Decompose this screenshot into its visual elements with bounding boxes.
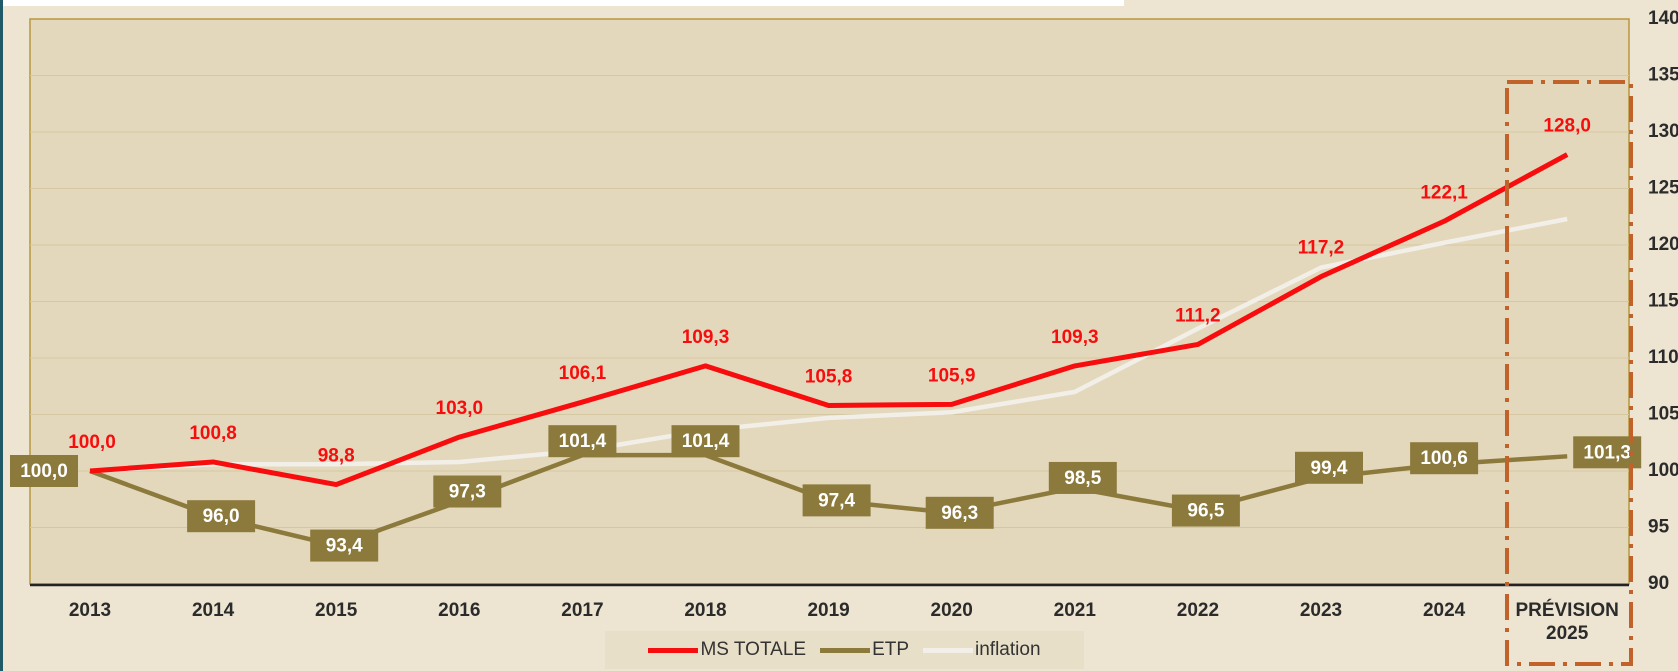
data-label: 109,3: [1051, 327, 1099, 348]
x-tick-label: PRÉVISION 2025: [1515, 600, 1619, 644]
series-line: [89, 216, 1568, 474]
data-label: 100,8: [189, 423, 237, 444]
x-tick-label: 2018: [684, 600, 727, 621]
y-tick-label: 140: [1648, 8, 1678, 29]
x-tick-label: 2022: [1176, 600, 1220, 621]
legend-swatch: [648, 647, 699, 653]
data-label: 96,0: [203, 506, 240, 527]
data-label: 105,8: [805, 366, 853, 387]
x-tick-label: 2013: [68, 600, 112, 621]
top-bar: [0, 0, 1124, 6]
data-label-box: [925, 496, 994, 529]
x-tick-label: 2019: [807, 600, 850, 621]
x-tick-label: 2017: [561, 600, 604, 621]
data-label: 117,2: [1298, 238, 1345, 259]
data-label: 100,0: [68, 432, 116, 453]
y-tick-label: 135: [1648, 65, 1678, 86]
forecast-box: [1505, 80, 1633, 666]
x-tick-label: 2016: [438, 600, 481, 621]
data-label-box: [310, 529, 379, 562]
data-label: 101,4: [559, 431, 607, 452]
data-label-box: [187, 500, 256, 533]
y-tick-label: 120: [1648, 234, 1678, 255]
data-label-box: [10, 455, 78, 487]
data-label: 100,6: [1420, 448, 1468, 469]
legend-label: MS TOTALE: [700, 639, 807, 660]
data-label-box: [671, 425, 740, 458]
legend: MS TOTALE ETP inflation: [605, 631, 1084, 669]
data-label-box: [1410, 442, 1479, 475]
data-label: 98,5: [1064, 468, 1101, 489]
data-label: 122,1: [1420, 182, 1468, 203]
data-label: 96,3: [941, 503, 978, 524]
y-tick-label: 100: [1648, 460, 1678, 481]
data-label: 101,4: [682, 431, 730, 452]
x-tick-label: 2023: [1299, 600, 1343, 621]
data-label: 101,3: [1583, 442, 1631, 463]
data-label-box: [1295, 451, 1363, 484]
data-label: 100,0: [20, 461, 68, 482]
data-label: 96,5: [1187, 501, 1224, 522]
y-tick-label: 110: [1648, 347, 1678, 368]
legend-item: ETP: [820, 639, 909, 661]
data-label-box: [802, 484, 871, 517]
data-label-box: [1048, 461, 1117, 494]
data-label: 97,4: [818, 490, 855, 511]
y-tick-label: 90: [1648, 573, 1669, 594]
legend-label: ETP: [872, 639, 910, 660]
x-tick-label: 2024: [1422, 600, 1466, 621]
data-label: 103,0: [436, 398, 484, 419]
y-tick-label: 130: [1648, 121, 1678, 142]
y-tick-label: 125: [1648, 178, 1678, 199]
data-label: 111,2: [1175, 305, 1220, 326]
x-tick-label: 2014: [191, 600, 235, 621]
legend-swatch: [820, 647, 871, 653]
y-tick-label: 105: [1648, 404, 1678, 425]
series-line: [89, 152, 1569, 488]
y-tick-label: 115: [1648, 291, 1678, 312]
data-label: 99,4: [1311, 458, 1348, 479]
data-label-box: [433, 475, 502, 508]
x-tick-label: 2015: [315, 600, 358, 621]
x-tick-label: 2021: [1053, 600, 1096, 621]
legend-label: inflation: [975, 639, 1041, 660]
data-label: 93,4: [326, 536, 363, 557]
data-label: 97,3: [449, 482, 486, 503]
x-tick-label: 2020: [930, 600, 973, 621]
y-tick-label: 95: [1648, 517, 1670, 538]
data-label: 105,9: [928, 365, 976, 386]
data-label: 128,0: [1543, 116, 1591, 137]
data-label-box: [1171, 494, 1240, 527]
legend-swatch: [923, 647, 974, 653]
legend-item: inflation: [923, 639, 1041, 661]
data-label-box: [548, 425, 617, 458]
left-edge: [0, 0, 3, 671]
data-label: 106,1: [559, 363, 607, 384]
data-label: 98,8: [318, 446, 355, 467]
data-label: 109,3: [682, 327, 730, 348]
legend-item: MS TOTALE: [648, 639, 806, 661]
